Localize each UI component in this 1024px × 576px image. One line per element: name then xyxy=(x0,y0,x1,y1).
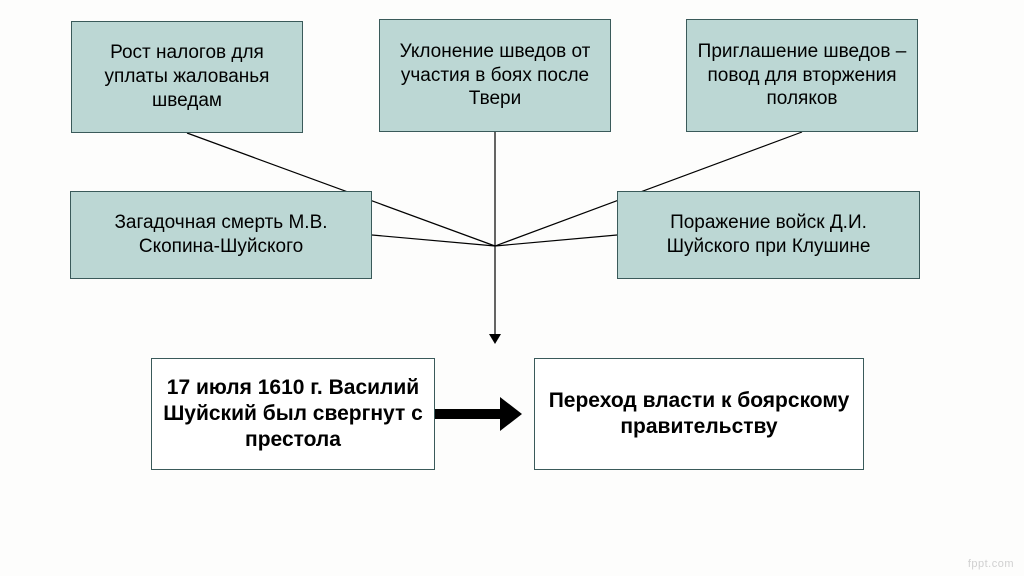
node-c3: Приглашение шведов – повод для вторжения… xyxy=(686,19,918,132)
node-c2: Уклонение шведов от участия в боях после… xyxy=(379,19,611,132)
node-c1-label: Рост налогов для уплаты жалованья шведам xyxy=(82,41,292,112)
node-c5: Поражение войск Д.И. Шуйского при Клушин… xyxy=(617,191,920,279)
node-r1-label: 17 июля 1610 г. Василий Шуйский был свер… xyxy=(162,375,424,454)
node-c5-label: Поражение войск Д.И. Шуйского при Клушин… xyxy=(628,211,909,259)
node-c1: Рост налогов для уплаты жалованья шведам xyxy=(71,21,303,133)
node-c3-label: Приглашение шведов – повод для вторжения… xyxy=(697,40,907,111)
node-c4-label: Загадочная смерть М.В. Скопина-Шуйского xyxy=(81,211,361,259)
node-r2: Переход власти к боярскому правительству xyxy=(534,358,864,470)
node-r2-label: Переход власти к боярскому правительству xyxy=(545,388,853,441)
watermark: fppt.com xyxy=(968,558,1014,570)
node-c4: Загадочная смерть М.В. Скопина-Шуйского xyxy=(70,191,372,279)
node-c2-label: Уклонение шведов от участия в боях после… xyxy=(390,40,600,111)
node-r1: 17 июля 1610 г. Василий Шуйский был свер… xyxy=(151,358,435,470)
